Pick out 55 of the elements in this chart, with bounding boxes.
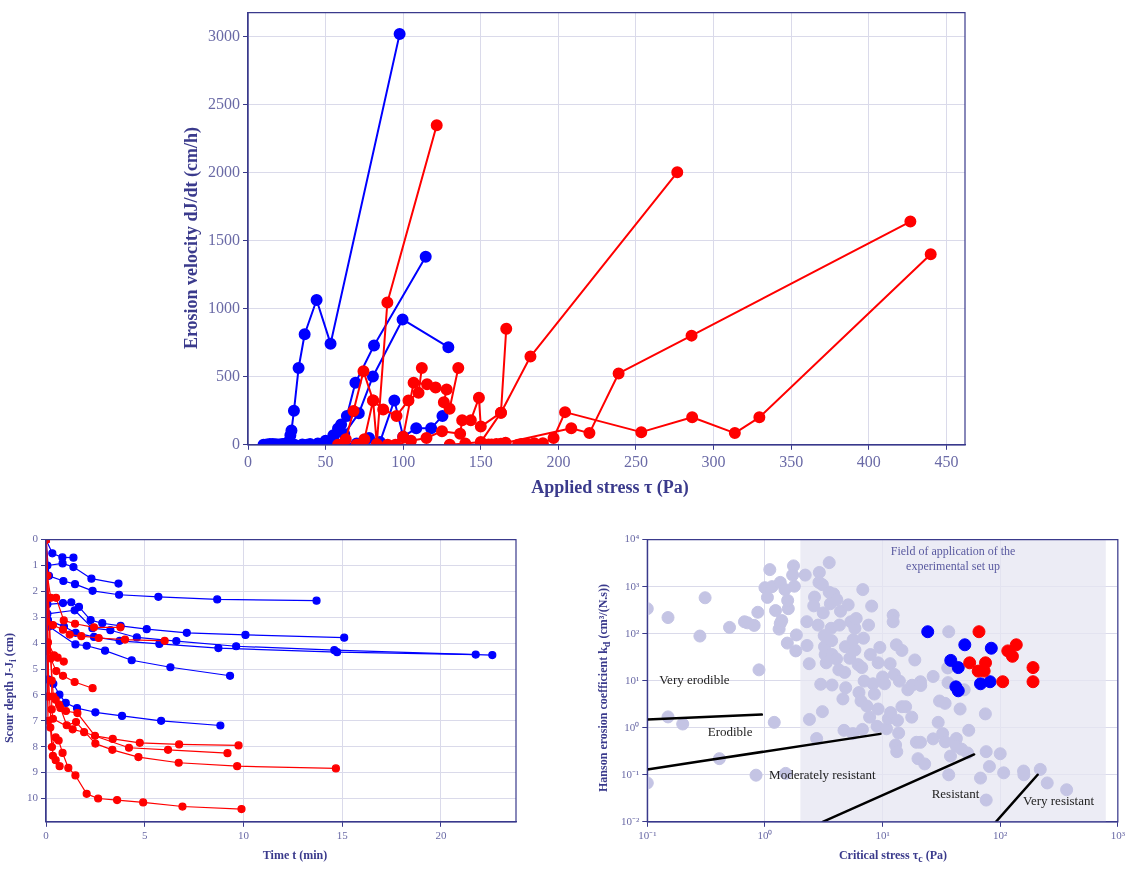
annotation: Very erodible — [659, 672, 730, 688]
x-tick-label: 10³ — [1110, 829, 1126, 842]
band-label: Field of application of the experimental set up — [890, 543, 1016, 573]
x-tick-label: 300 — [701, 452, 726, 470]
y-tick-label: 7 — [32, 713, 39, 726]
annotation: Resistant — [931, 785, 980, 801]
y-tick-label: 2000 — [208, 162, 240, 180]
x-tick-label: 150 — [468, 452, 493, 470]
x-tick-label: 200 — [546, 452, 571, 470]
x-tick-label: 100 — [391, 452, 416, 470]
x-tick-label: 350 — [779, 452, 804, 470]
y-tick-label: 10⁴ — [624, 532, 640, 545]
y-tick-label: 3000 — [208, 26, 240, 44]
annotation: Moderately resistant — [769, 767, 876, 783]
y-tick-label: 1 — [32, 558, 38, 571]
y-tick-label: 10² — [624, 626, 640, 639]
x-tick-label: 5 — [141, 829, 148, 842]
y-tick-label: 10 — [27, 791, 39, 804]
x-tick-label: 250 — [623, 452, 648, 470]
y-tick-label: 8 — [32, 739, 39, 752]
y-axis-title: Erosion velocity dJ/dt (cm/h) — [180, 126, 202, 349]
x-tick-label: 15 — [336, 829, 349, 842]
y-tick-label: 1000 — [208, 298, 240, 316]
y-tick-label: 4 — [32, 636, 39, 649]
y-tick-label: 1500 — [208, 230, 240, 248]
annotation: Very resistant — [1023, 792, 1095, 808]
y-tick-label: 500 — [216, 366, 240, 384]
annotation: Erodible — [707, 724, 753, 740]
x-tick-label: 50 — [317, 452, 334, 470]
y-tick-label: 10³ — [624, 579, 640, 592]
x-tick-label: 10 — [237, 829, 250, 842]
y-tick-label: 10⁻¹ — [620, 767, 640, 780]
y-tick-label: 0 — [32, 532, 39, 545]
y-tick-label: 0 — [232, 435, 240, 452]
x-tick-label: 10⁰ — [757, 829, 773, 842]
y-tick-label: 10⁻² — [620, 814, 640, 827]
y-tick-label: 2 — [32, 584, 38, 597]
x-tick-label: 0 — [43, 829, 50, 842]
y-tick-label: 5 — [32, 661, 39, 674]
x-tick-label: 0 — [244, 452, 252, 470]
x-tick-label: 10⁻¹ — [638, 829, 657, 842]
y-tick-label: 3 — [32, 610, 39, 623]
x-tick-label: 450 — [934, 452, 959, 470]
y-tick-label: 10⁰ — [624, 720, 640, 733]
x-axis-title: Critical stress τ$_{c}$ (Pa) — [837, 848, 949, 865]
x-tick-label: 10¹ — [875, 829, 890, 842]
y-tick-label: 2500 — [208, 94, 240, 112]
x-tick-label: 400 — [856, 452, 881, 470]
x-axis-title: Time t (min) — [261, 848, 329, 863]
y-tick-label: 9 — [32, 765, 39, 778]
x-tick-label: 20 — [435, 829, 447, 842]
x-axis-title: Applied stress τ (Pa) — [530, 477, 690, 498]
x-tick-label: 10² — [993, 829, 1009, 842]
y-tick-label: 6 — [32, 687, 39, 700]
y-tick-label: 10¹ — [624, 673, 640, 686]
